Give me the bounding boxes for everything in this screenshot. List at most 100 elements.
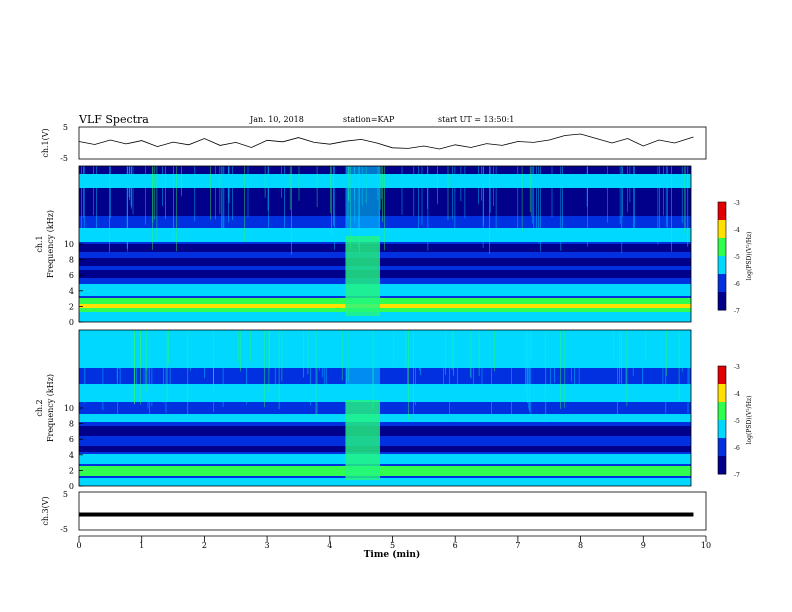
colorbar-segment xyxy=(718,366,726,385)
ch3-ytick-top: 5 xyxy=(63,490,68,499)
spectrogram-band xyxy=(79,426,691,436)
time-tick-label: 10 xyxy=(701,541,711,550)
ch3-waveform-panel: ch.3(V) 5 -5 xyxy=(41,490,707,534)
colorbar-tick-label: -3 xyxy=(734,364,740,371)
colorbar-segment xyxy=(718,438,726,457)
ch2-freq-ylabel-b: Frequency (kHz) xyxy=(46,374,55,442)
spectrogram-band xyxy=(79,330,691,368)
time-tick-label: 0 xyxy=(76,541,81,550)
spectrogram-band xyxy=(79,466,691,476)
ch2-colorbar: -3 -4 -5 -6 -7 log(PSD)(V²/Hz) xyxy=(717,364,753,479)
colorbar-segment xyxy=(718,456,726,475)
colorbar-label: log(PSD)(V²/Hz) xyxy=(746,232,753,281)
spectrogram-band xyxy=(79,166,691,216)
colorbar-tick-label: -7 xyxy=(734,308,740,315)
colorbar-segment xyxy=(718,420,726,439)
time-axis: 0 1 2 3 4 5 6 7 8 9 10 xyxy=(76,535,711,550)
spectrogram-band xyxy=(79,402,691,412)
colorbar-segment xyxy=(718,402,726,421)
time-tick-label: 4 xyxy=(327,541,332,550)
colorbar-tick-label: -5 xyxy=(734,254,740,261)
ch1-ytick-bottom: -5 xyxy=(60,154,68,163)
spectrogram-band xyxy=(79,284,691,296)
ch1-freq-ylabel-b: Frequency (kHz) xyxy=(46,210,55,278)
colorbar-tick-label: -4 xyxy=(734,391,740,398)
freq-tick-label: 0 xyxy=(69,482,74,491)
ch1-ylabel: ch.1(V) xyxy=(41,128,50,157)
colorbar-tick-label: -3 xyxy=(734,200,740,207)
colorbar-segment xyxy=(718,238,726,257)
time-tick-label: 2 xyxy=(202,541,207,550)
spectrogram-band xyxy=(79,304,691,308)
ch1-ytick-top: 5 xyxy=(63,123,68,132)
spectrogram-band xyxy=(79,270,691,278)
colorbar-frame xyxy=(717,365,727,475)
colorbar-segment xyxy=(718,202,726,221)
start-time-label: start UT = 13:50:1 xyxy=(438,115,514,124)
spectrogram-band xyxy=(79,478,691,486)
time-tick-label: 6 xyxy=(453,541,458,550)
ch3-ytick-bottom: -5 xyxy=(60,525,68,534)
ch3-ylabel: ch.3(V) xyxy=(41,496,50,525)
spectrogram-band xyxy=(79,436,691,444)
freq-tick-label: 0 xyxy=(69,318,74,327)
ch1-spectrogram-image xyxy=(78,166,691,322)
time-tick-label: 9 xyxy=(641,541,646,550)
spectrogram-band xyxy=(79,298,691,304)
time-axis-label: Time (min) xyxy=(364,549,421,560)
spectrogram-band xyxy=(79,174,691,188)
spectrogram-band xyxy=(79,244,691,252)
spectrogram-band xyxy=(79,414,691,422)
spectrogram-band xyxy=(79,216,691,228)
spectrogram-band xyxy=(79,228,691,242)
freq-tick-label: 10 xyxy=(64,404,74,413)
colorbar-segment xyxy=(718,274,726,293)
time-tick-label: 3 xyxy=(265,541,270,550)
spectrogram-burst-core xyxy=(345,236,380,316)
spectrogram-band xyxy=(79,312,691,322)
colorbar-tick-label: -7 xyxy=(734,472,740,479)
freq-tick-label: 8 xyxy=(69,420,74,429)
colorbar-tick-label: -6 xyxy=(734,281,740,288)
colorbar-label: log(PSD)(V²/Hz) xyxy=(746,396,753,445)
spectrogram-band xyxy=(79,258,691,266)
spectrogram-burst-core xyxy=(345,400,380,480)
station-label: station=KAP xyxy=(343,115,395,124)
ch2-freq-ylabel-a: ch.2 xyxy=(35,399,44,416)
ch1-colorbar: -3 -4 -5 -6 -7 log(PSD)(V²/Hz) xyxy=(717,200,753,315)
spectrogram-band xyxy=(79,454,691,464)
ch1-freq-ticks: 0 2 4 6 8 10 xyxy=(64,240,83,327)
time-tick-label: 7 xyxy=(515,541,520,550)
ch2-spectrogram-image xyxy=(79,330,691,486)
freq-tick-label: 2 xyxy=(69,466,74,475)
spectrogram-band xyxy=(79,308,691,312)
colorbar-segment xyxy=(718,256,726,275)
ch2-freq-ticks: 0 2 4 6 8 10 xyxy=(64,404,83,491)
spectrogram-band xyxy=(79,446,691,452)
freq-tick-label: 6 xyxy=(69,271,74,280)
time-tick-label: 5 xyxy=(390,541,395,550)
colorbar-segment xyxy=(718,384,726,403)
colorbar-tick-label: -6 xyxy=(734,445,740,452)
spectrogram-band xyxy=(79,368,691,378)
figure-title: VLF Spectra xyxy=(78,113,149,126)
freq-tick-label: 4 xyxy=(69,451,74,460)
spectrogram-band xyxy=(79,384,691,402)
ch3-waveform-line xyxy=(79,512,694,517)
colorbar-segment xyxy=(718,220,726,239)
ch1-waveform-line xyxy=(78,133,694,150)
colorbar-segment xyxy=(718,292,726,311)
colorbar-frame xyxy=(717,201,727,311)
ch1-waveform-panel: ch.1(V) 5 -5 xyxy=(41,123,707,163)
freq-tick-label: 4 xyxy=(69,287,74,296)
colorbar-tick-label: -4 xyxy=(734,227,740,234)
time-tick-label: 8 xyxy=(578,541,583,550)
ch1-freq-ylabel-a: ch.1 xyxy=(35,235,44,252)
freq-tick-label: 8 xyxy=(69,256,74,265)
date-label: Jan. 10, 2018 xyxy=(249,115,304,124)
ch1-spectrogram-panel: ch.1 Frequency (kHz) 0 2 4 6 8 10 -3 -4 -5 -6 -7 l… xyxy=(35,165,753,327)
colorbar-tick-label: -5 xyxy=(734,418,740,425)
ch2-spectrogram-panel: ch.2 Frequency (kHz) 0 2 4 6 8 10 -3 -4 -5 -6 -7 l… xyxy=(35,329,753,491)
freq-tick-label: 6 xyxy=(69,435,74,444)
